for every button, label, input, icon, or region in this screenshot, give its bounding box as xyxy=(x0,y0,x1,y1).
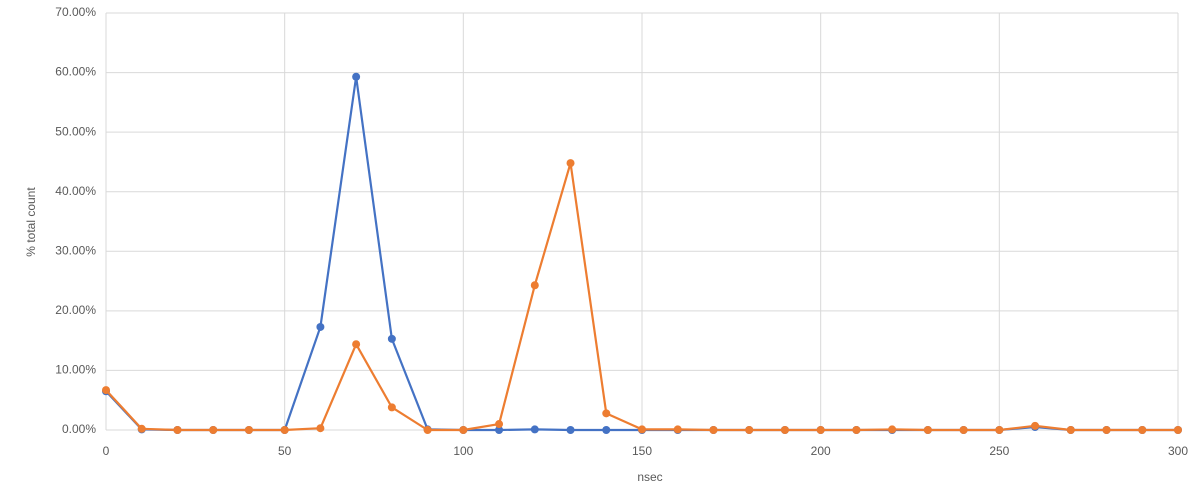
y-tick-label: 70.00% xyxy=(55,5,96,19)
data-point xyxy=(959,426,968,434)
data-point xyxy=(673,425,682,434)
data-point xyxy=(173,426,182,434)
y-tick-label: 0.00% xyxy=(62,422,96,436)
data-point xyxy=(888,425,897,434)
data-point xyxy=(352,72,361,81)
data-point xyxy=(495,426,504,434)
data-point xyxy=(102,386,110,395)
y-axis-label: % total count xyxy=(24,187,38,257)
data-point xyxy=(1066,426,1075,434)
x-tick-label: 200 xyxy=(811,444,831,458)
data-point xyxy=(602,409,611,418)
x-tick-label: 250 xyxy=(989,444,1009,458)
data-point xyxy=(1102,426,1111,434)
x-tick-label: 100 xyxy=(453,444,473,458)
x-tick-label: 50 xyxy=(278,444,292,458)
data-point xyxy=(995,426,1004,434)
data-point xyxy=(709,426,718,434)
data-point xyxy=(316,424,325,433)
data-point xyxy=(423,426,432,434)
data-point xyxy=(352,340,361,349)
data-point xyxy=(495,420,504,429)
data-point xyxy=(566,426,575,434)
y-tick-label: 50.00% xyxy=(55,124,96,138)
x-tick-label: 0 xyxy=(103,444,110,458)
data-point xyxy=(923,426,932,434)
data-point xyxy=(816,426,825,434)
data-point xyxy=(566,159,575,168)
data-point xyxy=(852,426,861,434)
y-tick-label: 20.00% xyxy=(55,303,96,317)
data-point xyxy=(137,424,146,433)
x-tick-label: 150 xyxy=(632,444,652,458)
data-point xyxy=(530,281,539,290)
data-point xyxy=(780,426,789,434)
y-tick-label: 30.00% xyxy=(55,243,96,257)
data-point xyxy=(209,426,218,434)
data-point xyxy=(280,426,289,434)
data-point xyxy=(387,334,396,343)
data-point xyxy=(387,403,396,412)
y-tick-label: 10.00% xyxy=(55,363,96,377)
data-point xyxy=(244,426,253,434)
data-point xyxy=(1174,426,1182,434)
data-point xyxy=(1031,421,1040,430)
data-point xyxy=(1138,426,1147,434)
data-point xyxy=(316,322,325,331)
x-axis-label: nsec xyxy=(637,470,662,484)
data-point xyxy=(638,425,646,434)
y-tick-label: 60.00% xyxy=(55,65,96,79)
x-tick-label: 300 xyxy=(1168,444,1188,458)
y-tick-label: 40.00% xyxy=(55,184,96,198)
data-point xyxy=(602,426,611,434)
data-point xyxy=(530,425,539,434)
data-point xyxy=(459,426,468,434)
data-point xyxy=(745,426,754,434)
